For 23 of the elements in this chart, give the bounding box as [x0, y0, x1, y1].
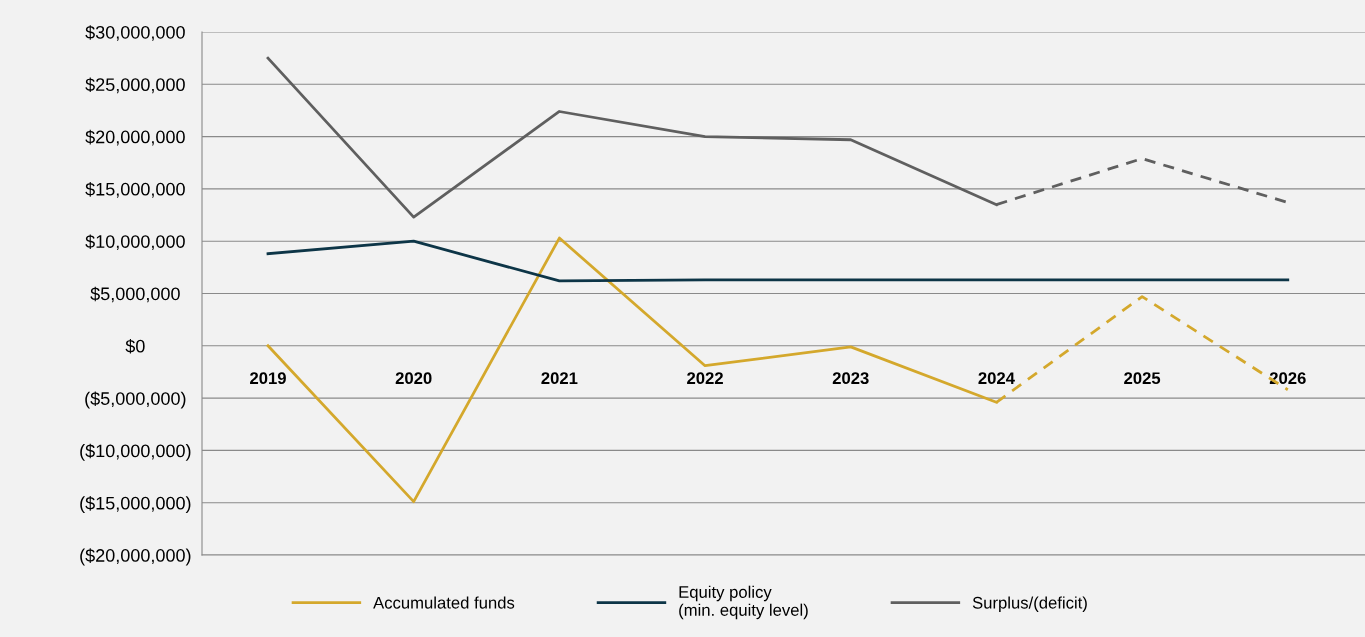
y-tick-label: ($15,000,000): [80, 496, 191, 514]
y-tick-label: $25,000,000: [85, 77, 185, 94]
x-tick-label: 2026: [1269, 372, 1306, 385]
x-tick-label: 2021: [541, 372, 578, 385]
line-series: [266, 239, 1290, 283]
y-tick-label: $20,000,000: [85, 129, 185, 146]
legend-label: Equity policy (min. equity level): [679, 585, 808, 620]
y-tick-label: $0: [125, 338, 145, 354]
y-tick-label: ($5,000,000): [85, 391, 186, 409]
x-tick-label: 2022: [687, 372, 723, 385]
y-tick-label: $5,000,000: [90, 286, 180, 303]
y-tick-label: $15,000,000: [85, 182, 185, 198]
y-tick-label: ($10,000,000): [80, 443, 191, 461]
y-tick-label: $30,000,000: [85, 25, 185, 41]
legend-label: Accumulated funds: [373, 596, 515, 609]
x-tick-label: 2023: [832, 372, 869, 385]
x-tick-label: 2025: [1124, 372, 1161, 385]
x-tick-label: 2024: [978, 372, 1015, 385]
legend-label: Surplus/(deficit): [972, 596, 1087, 612]
x-tick-label: 2020: [395, 372, 432, 385]
y-tick-label: ($20,000,000): [80, 548, 191, 566]
y-tick-label: $10,000,000: [85, 234, 185, 251]
x-tick-label: 2019: [250, 372, 286, 385]
